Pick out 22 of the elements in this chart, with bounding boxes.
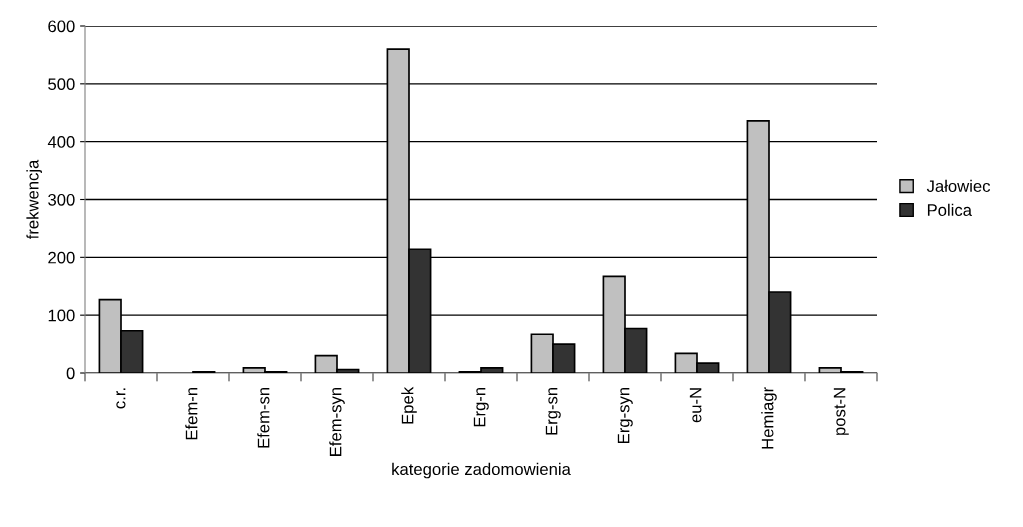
y-axis-title: frekwencja	[26, 159, 42, 240]
y-tick-label: 400	[47, 136, 75, 148]
x-tick-label: Epek	[401, 386, 417, 424]
y-tick-label: 100	[48, 309, 75, 322]
x-tick-label: eu-N	[689, 388, 702, 423]
x-tick-label: Erg-sn	[545, 387, 561, 435]
legend-label: Polica	[927, 203, 972, 216]
y-tick-label: 600	[48, 20, 75, 33]
x-tick-label: post-N	[833, 388, 849, 435]
x-tick-label: Erg-n	[473, 387, 489, 427]
y-tick-label: 200	[48, 251, 75, 264]
x-axis-title: kategorie zadomowienia	[392, 462, 571, 479]
x-tick-label: c.r.	[116, 388, 126, 409]
y-tick-label: 0	[66, 367, 75, 380]
x-tick-label: Efem-syn	[329, 387, 345, 456]
x-tick-label: Efem-n	[185, 387, 198, 440]
x-tick-label: Efem-sn	[257, 387, 270, 448]
y-tick-label: 300	[48, 193, 75, 206]
y-tick-label: 500	[48, 78, 75, 91]
x-tick-label: Erg-syn	[617, 387, 633, 443]
x-tick-label: Hemiagr	[761, 387, 777, 449]
legend-label: Jałowiec	[926, 179, 991, 193]
